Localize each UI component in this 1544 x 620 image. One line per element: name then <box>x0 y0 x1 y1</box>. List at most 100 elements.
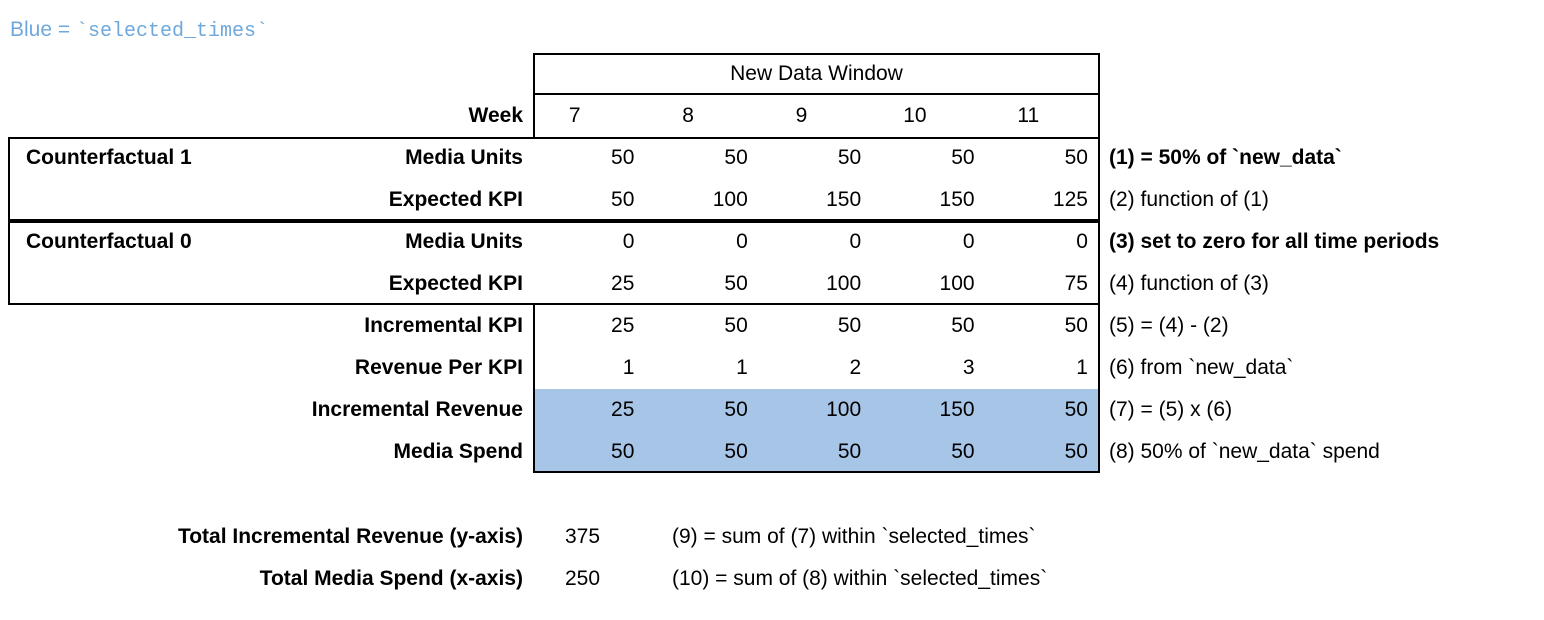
row-cells-highlighted: 50 50 50 50 50 <box>533 440 1100 464</box>
table-row-incremental-revenue: Incremental Revenue 25 50 100 150 50 (7)… <box>0 389 1544 431</box>
data-cell: 100 <box>939 272 975 295</box>
table-row-media-units-cf0: Counterfactual 0 Media Units 0 0 0 0 0 (… <box>0 221 1544 263</box>
row-annotation: (6) from `new_data` <box>1109 356 1294 379</box>
data-cell: 1 <box>1076 356 1088 379</box>
table-row-expected-kpi-cf1: Expected KPI 50 100 150 150 125 (2) func… <box>0 179 1544 221</box>
table-row-incremental-kpi: Incremental KPI 25 50 50 50 50 (5) = (4)… <box>0 305 1544 347</box>
week-cell: 7 <box>568 104 581 127</box>
counterfactual1-box <box>8 137 1100 221</box>
row-label: Expected KPI <box>388 188 523 211</box>
data-cell: 125 <box>1052 188 1088 211</box>
legend-prefix: Blue = <box>10 18 71 41</box>
data-cell: 0 <box>622 230 635 253</box>
table-row-revenue-per-kpi: Revenue Per KPI 1 1 2 3 1 (6) from `new_… <box>0 347 1544 389</box>
data-cell: 50 <box>1064 398 1088 421</box>
row-annotation: (5) = (4) - (2) <box>1109 314 1229 337</box>
row-cells: 0 0 0 0 0 <box>533 230 1100 254</box>
legend-code-selected-times: `selected_times` <box>75 20 269 43</box>
data-cell: 150 <box>826 188 862 211</box>
row-annotation: (4) function of (3) <box>1109 272 1269 295</box>
row-label: Media Units <box>405 230 523 253</box>
row-label: Incremental Revenue <box>311 398 523 421</box>
data-cell: 3 <box>962 356 975 379</box>
week-cells: 7 8 9 10 11 <box>533 104 1100 128</box>
row-cells: 25 50 50 50 50 <box>533 314 1100 338</box>
data-cell: 1 <box>622 356 635 379</box>
new-data-window-header-box: New Data Window <box>533 53 1100 95</box>
data-cell: 50 <box>951 146 975 169</box>
row-annotation: (3) set to zero for all time periods <box>1109 230 1440 253</box>
data-cell: 150 <box>939 188 975 211</box>
group-label-counterfactual0: Counterfactual 0 <box>26 230 192 253</box>
total-value: 375 <box>565 525 601 548</box>
week-label: Week <box>468 104 523 127</box>
row-label: Incremental KPI <box>364 314 523 337</box>
data-cell: 100 <box>712 188 748 211</box>
data-cell: 25 <box>611 272 635 295</box>
data-cell: 50 <box>611 188 635 211</box>
data-cell: 25 <box>611 314 635 337</box>
row-cells-highlighted: 25 50 100 150 50 <box>533 398 1100 422</box>
data-cell: 50 <box>951 440 975 463</box>
data-cell: 50 <box>611 146 635 169</box>
total-row-incremental-revenue: Total Incremental Revenue (y-axis) 375 (… <box>0 516 1544 558</box>
week-cell: 10 <box>903 104 927 127</box>
week-row-right-border <box>1098 95 1100 137</box>
counterfactual0-box <box>8 221 1100 305</box>
week-cell: 8 <box>682 104 694 127</box>
week-row-left-border <box>533 95 535 137</box>
selected-times-highlight-band <box>535 389 1098 471</box>
data-cell: 50 <box>724 272 748 295</box>
table-row-expected-kpi-cf0: Expected KPI 25 50 100 100 75 (4) functi… <box>0 263 1544 305</box>
table-row-media-spend: Media Spend 50 50 50 50 50 (8) 50% of `n… <box>0 431 1544 473</box>
legend: Blue = `selected_times` <box>10 18 268 43</box>
total-row-media-spend: Total Media Spend (x-axis) 250 (10) = su… <box>0 558 1544 600</box>
row-annotation: (7) = (5) x (6) <box>1109 398 1233 421</box>
data-cell: 50 <box>1064 440 1088 463</box>
data-cell: 0 <box>1076 230 1088 253</box>
group-label-counterfactual1: Counterfactual 1 <box>26 146 192 169</box>
data-cell: 150 <box>939 398 975 421</box>
data-cell: 50 <box>951 314 975 337</box>
data-cell: 0 <box>849 230 862 253</box>
week-row: Week 7 8 9 10 11 <box>0 95 1544 137</box>
data-cell: 75 <box>1064 272 1088 295</box>
data-cell: 50 <box>837 146 862 169</box>
row-cells: 50 100 150 150 125 <box>533 188 1100 212</box>
data-cell: 50 <box>724 314 748 337</box>
data-cell: 2 <box>849 356 862 379</box>
data-cell: 50 <box>724 398 748 421</box>
total-label: Total Incremental Revenue (y-axis) <box>177 525 523 548</box>
totals-section: Total Incremental Revenue (y-axis) 375 (… <box>0 516 1544 600</box>
data-cell: 50 <box>837 440 862 463</box>
new-data-window-label: New Data Window <box>730 62 903 85</box>
data-cell: 0 <box>736 230 748 253</box>
row-label: Revenue Per KPI <box>354 356 523 379</box>
table: Week 7 8 9 10 11 Counterfactual 1 Media … <box>0 95 1544 473</box>
data-cell: 50 <box>724 146 748 169</box>
data-cell: 50 <box>1064 146 1088 169</box>
row-label: Media Spend <box>393 440 523 463</box>
data-cell: 50 <box>837 314 862 337</box>
row-label: Media Units <box>405 146 523 169</box>
total-label: Total Media Spend (x-axis) <box>259 567 523 590</box>
data-cell: 100 <box>826 398 862 421</box>
row-annotation: (8) 50% of `new_data` spend <box>1109 440 1380 463</box>
row-annotation: (1) = 50% of `new_data` <box>1109 146 1342 169</box>
row-annotation: (2) function of (1) <box>1109 188 1269 211</box>
total-annotation: (9) = sum of (7) within `selected_times` <box>672 525 1036 548</box>
row-label: Expected KPI <box>388 272 523 295</box>
data-cell: 100 <box>826 272 862 295</box>
data-cell: 50 <box>724 440 748 463</box>
data-cell: 50 <box>1064 314 1088 337</box>
total-value: 250 <box>565 567 601 590</box>
data-cell: 50 <box>611 440 635 463</box>
week-cell: 11 <box>1017 104 1040 127</box>
table-row-media-units-cf1: Counterfactual 1 Media Units 50 50 50 50… <box>0 137 1544 179</box>
row-cells: 1 1 2 3 1 <box>533 356 1100 380</box>
data-cell: 1 <box>736 356 748 379</box>
data-cell: 0 <box>962 230 975 253</box>
total-annotation: (10) = sum of (8) within `selected_times… <box>672 567 1048 590</box>
row-cells: 25 50 100 100 75 <box>533 272 1100 296</box>
